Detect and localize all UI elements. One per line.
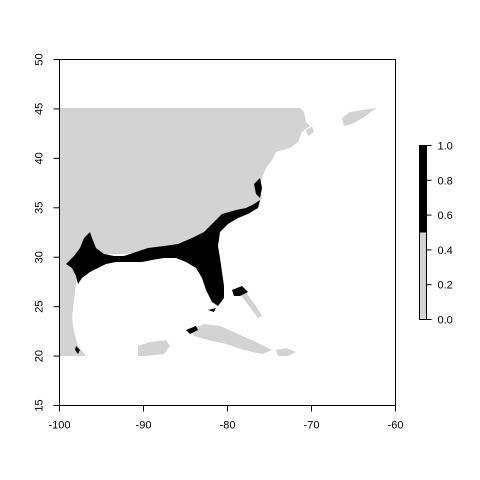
land-hispaniola bbox=[276, 348, 296, 356]
x-tick-label: -70 bbox=[304, 420, 320, 432]
land-low-suitability bbox=[60, 108, 310, 356]
legend-tick-label: 0.6 bbox=[438, 210, 453, 222]
legend-color-segment bbox=[419, 145, 427, 233]
y-tick-label: 35 bbox=[34, 202, 46, 214]
land-nova-scotia bbox=[342, 108, 376, 126]
raster-layer bbox=[60, 108, 376, 356]
region-high-suitability-bahamas bbox=[232, 286, 248, 296]
legend-color-segment bbox=[419, 232, 427, 320]
y-tick-label: 30 bbox=[34, 251, 46, 263]
region-high-suitability-keys bbox=[208, 308, 216, 312]
land-cuba bbox=[190, 324, 272, 354]
y-tick-label: 20 bbox=[34, 350, 46, 362]
x-axis: -100 -90 -80 -70 -60 bbox=[48, 405, 404, 432]
region-high-suitability-cuba bbox=[186, 326, 198, 334]
legend-tick-label: 0.0 bbox=[438, 315, 453, 327]
y-tick-label: 50 bbox=[34, 53, 46, 65]
legend-tick-label: 0.8 bbox=[438, 175, 453, 187]
land-bahamas bbox=[240, 292, 262, 318]
legend-colorbar: 0.0 0.2 0.4 0.6 0.8 1.0 bbox=[419, 141, 453, 327]
x-tick-label: -100 bbox=[48, 420, 70, 432]
x-tick-label: -80 bbox=[220, 420, 236, 432]
y-tick-label: 45 bbox=[34, 103, 46, 115]
legend-tick-label: 0.2 bbox=[438, 280, 453, 292]
y-tick-label: 40 bbox=[34, 152, 46, 164]
region-high-suitability-mexico bbox=[75, 346, 80, 354]
legend-tick-label: 1.0 bbox=[438, 141, 453, 153]
legend-frame bbox=[419, 145, 427, 320]
land-yucatan bbox=[138, 340, 170, 356]
x-tick-label: -90 bbox=[136, 420, 152, 432]
region-high-suitability-gulf bbox=[66, 200, 260, 306]
region-high-suitability-carolina bbox=[254, 178, 262, 198]
x-tick-label: -60 bbox=[388, 420, 404, 432]
legend-tick-label: 0.4 bbox=[438, 245, 453, 257]
y-tick-label: 25 bbox=[34, 301, 46, 313]
y-axis: 15 20 25 30 35 40 45 50 bbox=[34, 53, 60, 412]
y-tick-label: 15 bbox=[34, 399, 46, 411]
land-cape-cod bbox=[306, 126, 314, 136]
